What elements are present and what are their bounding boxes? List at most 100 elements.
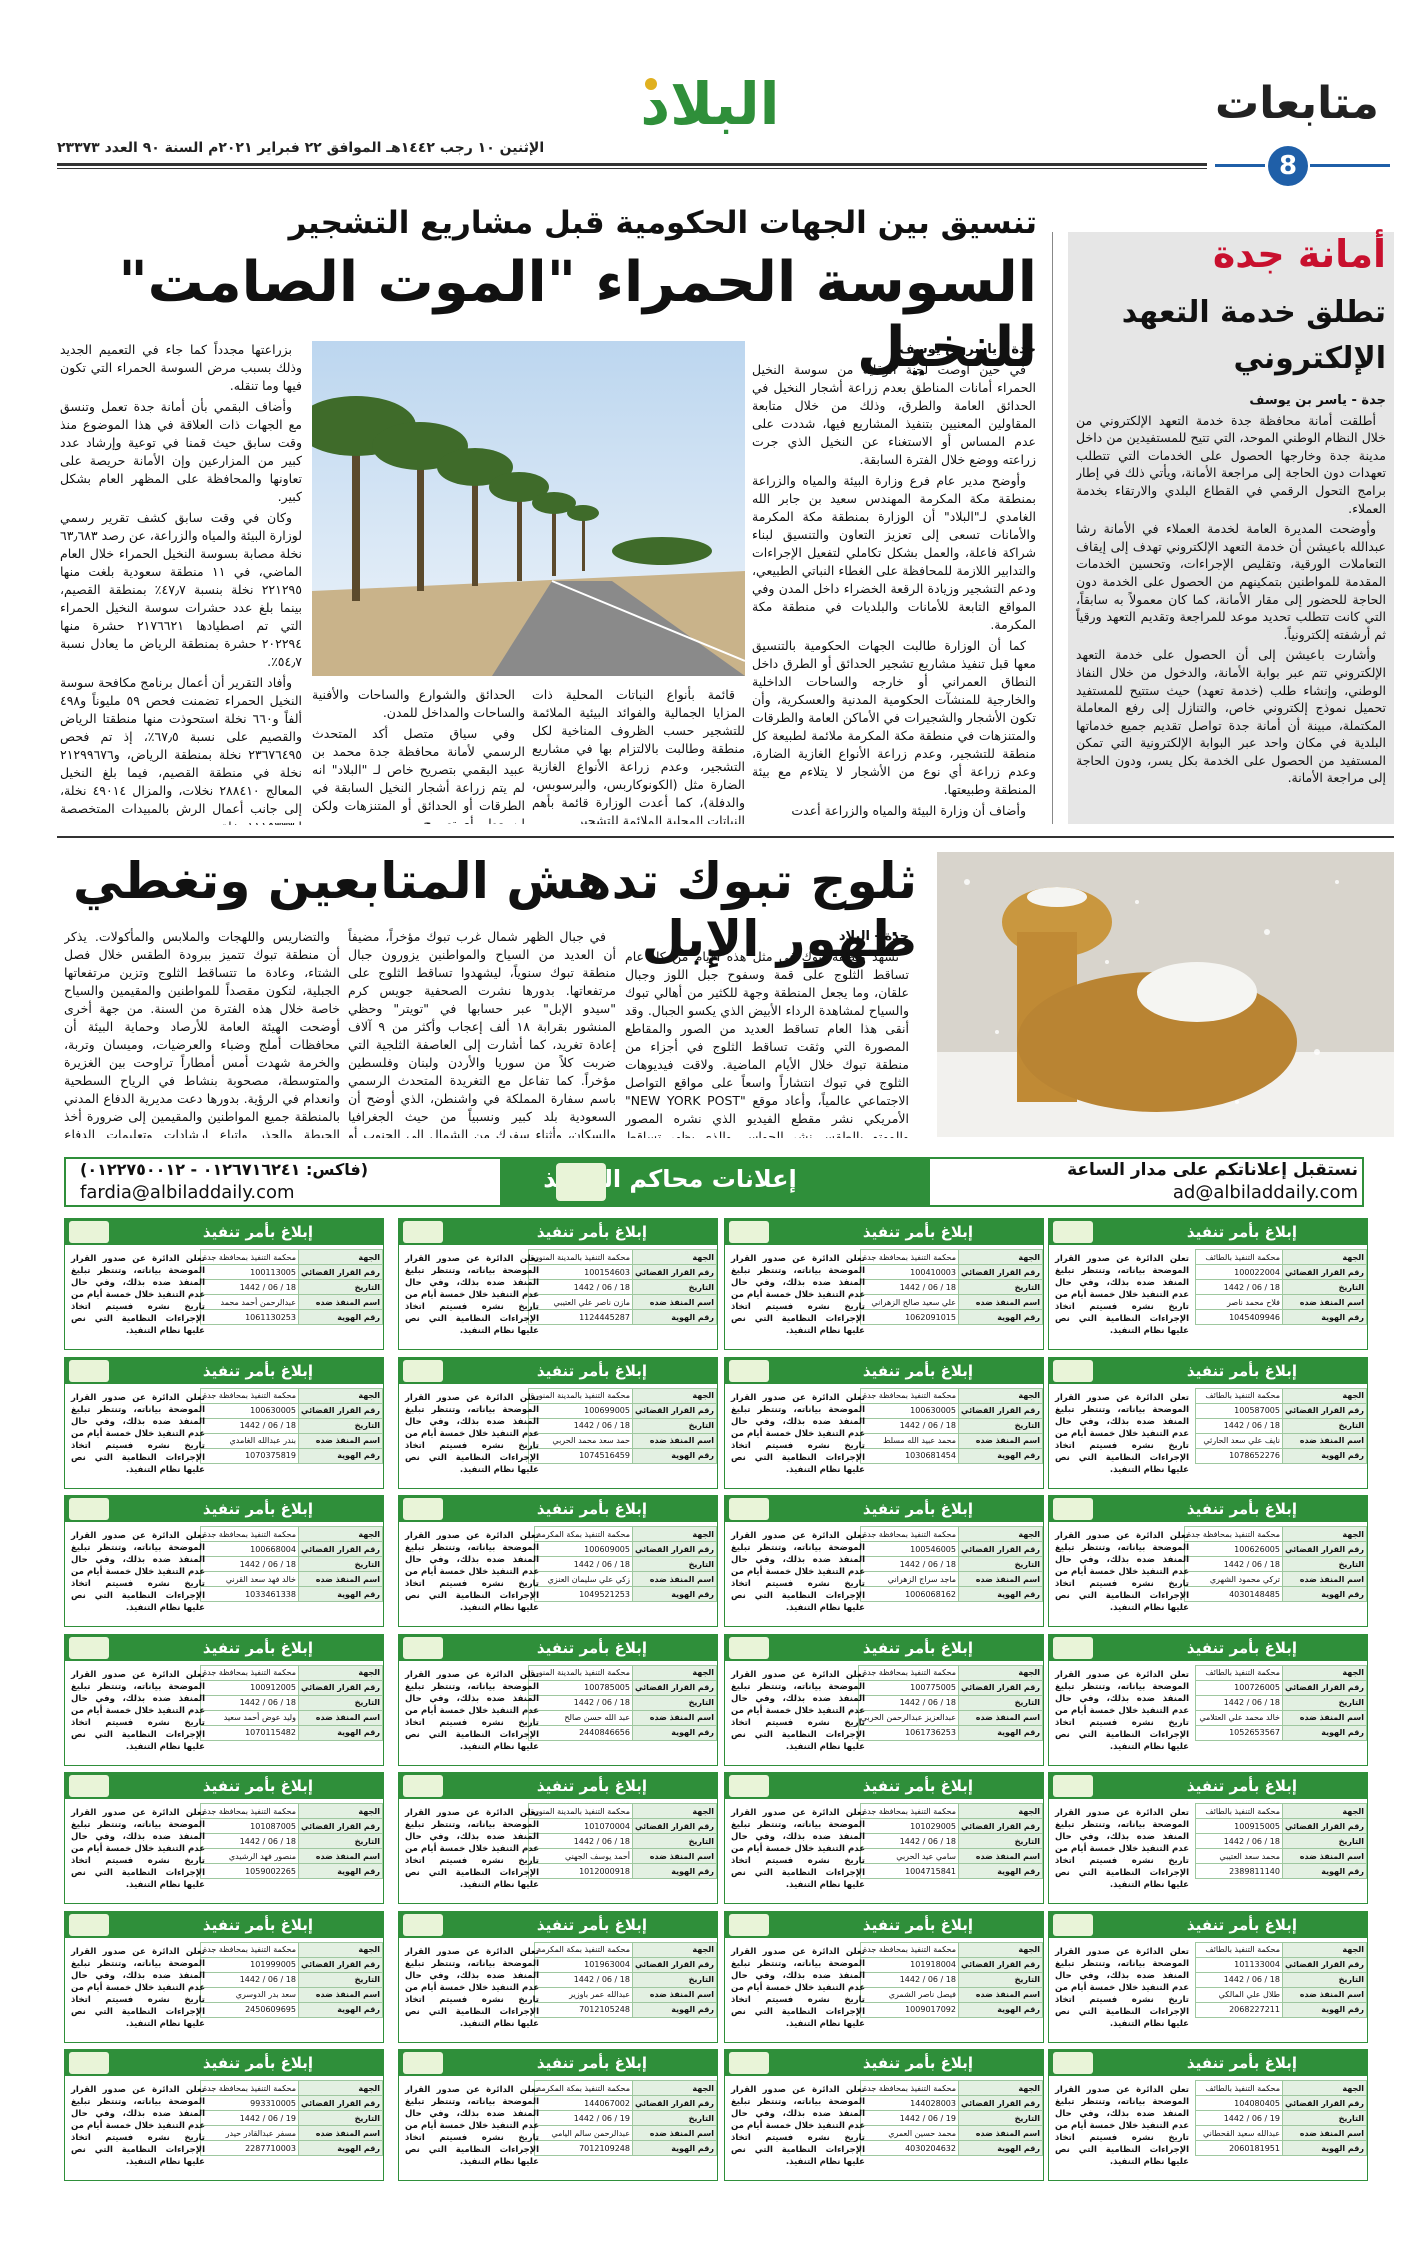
notice-value: 100022004 — [1195, 1264, 1283, 1280]
notice-card: إبلاغ بأمر تنفيذ الجهة محكمة التنفيذ بمحاف… — [724, 1356, 1044, 1489]
notice-row: التاريخ 18 / 06 / 1442 — [859, 1417, 1043, 1434]
notice-label: اسم المنفذ ضده — [957, 1571, 1043, 1587]
notice-label: رقم الهوية — [297, 1586, 383, 1602]
notice-card: إبلاغ بأمر تنفيذ الجهة محكمة التنفيذ بالطا… — [1048, 1356, 1368, 1489]
notice-row: الجهة محكمة التنفيذ بمحافظة جدة — [199, 1249, 383, 1265]
notice-value: تركي محمود الشهري — [1183, 1571, 1283, 1587]
notice-value: عبد الله حسن صالح — [527, 1709, 633, 1726]
notice-label: اسم المنفذ ضده — [1281, 1571, 1367, 1587]
notice-table: الجهة محكمة التنفيذ بمحافظة جدة رقم القرار… — [199, 2080, 383, 2156]
paragraph: وأضاف البقمي بأن أمانة جدة تعمل وتنسق مع… — [60, 399, 302, 504]
notice-row: رقم الهوية 1009017092 — [859, 2001, 1043, 2018]
notice-value: 19 / 06 / 1442 — [199, 2110, 299, 2126]
notice-label: رقم الهوية — [631, 1447, 717, 1464]
notice-label: رقم الهوية — [1281, 1724, 1367, 1741]
notice-row: رقم القرار القضائي 101963004 — [534, 1956, 717, 1973]
article-column: قائمة بأنواع النباتات المحلية ذات المزاي… — [532, 686, 745, 824]
logo-dot — [645, 78, 657, 90]
notice-header: إبلاغ بأمر تنفيذ — [1049, 1911, 1367, 1938]
notice-body: تعلن الدائرة عن صدور القرار الموضحة بيان… — [71, 1531, 205, 1613]
notice-label: التاريخ — [957, 1833, 1043, 1849]
notice-table: الجهة محكمة التنفيذ بمحافظة جدة رقم القرار… — [859, 1249, 1043, 1325]
notice-header: إبلاغ بأمر تنفيذ — [725, 1219, 1043, 1245]
notice-label: اسم المنفذ ضده — [957, 1709, 1043, 1726]
notice-row: اسم المنفذ ضده سامي عيد الحربي — [859, 1848, 1043, 1864]
notice-value: محكمة التنفيذ بمحافظة جدة — [859, 1387, 959, 1404]
rule — [1215, 164, 1265, 167]
byline: جدة - البلاد — [838, 929, 909, 944]
notice-body: تعلن الدائرة عن صدور القرار الموضحة بيان… — [405, 1254, 539, 1336]
notice-row: الجهة محكمة التنفيذ بالمدينة المنورة — [527, 1387, 717, 1404]
notice-label: رقم الهوية — [1281, 1447, 1367, 1464]
notice-label: الجهة — [297, 1664, 383, 1681]
notice-row: رقم القرار القضائي 144028003 — [859, 2095, 1043, 2111]
notice-header: إبلاغ بأمر تنفيذ — [1049, 2050, 1367, 2076]
notice-label: الجهة — [631, 1664, 717, 1681]
header-rule — [57, 163, 1207, 166]
byline: جدة - ياسر بن يوسف — [899, 342, 1036, 357]
notice-row: رقم الهوية 2450609695 — [199, 2001, 383, 2018]
notice-label: الجهة — [297, 1387, 383, 1404]
article-subtitle: تنسيق بين الجهات الحكومية قبل مشاريع الت… — [288, 205, 1037, 241]
notice-row: التاريخ 18 / 06 / 1442 — [1183, 1556, 1367, 1572]
paragraph: وأضاف أن وزارة البيئة والمياه والزراعة أ… — [791, 803, 1026, 818]
notice-label: الجهة — [957, 1249, 1043, 1265]
notice-row: اسم المنفذ ضده تركي محمود الشهري — [1183, 1571, 1367, 1587]
notice-row: التاريخ 18 / 06 / 1442 — [534, 1971, 717, 1988]
notice-value: بندر عبدالله الغامدي — [199, 1432, 299, 1449]
notice-label: التاريخ — [957, 1279, 1043, 1295]
paragraph: كما أن الوزارة طالبت الجهات الحكومية بال… — [752, 638, 1036, 797]
notice-row: اسم المنفذ ضده خالد فهد سعد القرني — [199, 1571, 383, 1587]
notice-value: 1062091015 — [859, 1309, 959, 1325]
notice-value: 101963004 — [534, 1956, 633, 1973]
notice-label: اسم المنفذ ضده — [297, 1294, 383, 1310]
notice-label: رقم القرار القضائي — [631, 1402, 717, 1419]
notice-label: رقم الهوية — [631, 1586, 717, 1602]
page-number: 8 — [1268, 146, 1308, 186]
notice-header: إبلاغ بأمر تنفيذ — [725, 1357, 1043, 1384]
notice-card: إبلاغ بأمر تنفيذ الجهة محكمة التنفيذ بمكة … — [398, 2049, 718, 2181]
notice-header: إبلاغ بأمر تنفيذ — [65, 1911, 383, 1938]
notice-value: محكمة التنفيذ بمحافظة جدة — [199, 1803, 299, 1819]
notice-value: 18 / 06 / 1442 — [1195, 1694, 1283, 1711]
notice-card: إبلاغ بأمر تنفيذ الجهة محكمة التنفيذ بالطا… — [1048, 1218, 1368, 1350]
notice-label: اسم المنفذ ضده — [1281, 1432, 1367, 1449]
notice-label: رقم الهوية — [957, 1724, 1043, 1741]
notice-table: الجهة محكمة التنفيذ بالطائف رقم القرار الق… — [1195, 1664, 1367, 1741]
notice-row: التاريخ 18 / 06 / 1442 — [527, 1833, 717, 1849]
notice-row: التاريخ 18 / 06 / 1442 — [857, 1694, 1043, 1711]
emblem — [69, 1498, 109, 1520]
notice-label: رقم الهوية — [1281, 1309, 1367, 1325]
notice-body: تعلن الدائرة عن صدور القرار الموضحة بيان… — [405, 1392, 539, 1475]
notice-value: خالد محمد علي العتلامي — [1195, 1709, 1283, 1726]
notice-row: الجهة محكمة التنفيذ بالطائف — [1195, 1941, 1367, 1958]
notice-label: رقم الهوية — [297, 1309, 383, 1325]
notice-value: 101133004 — [1195, 1956, 1283, 1973]
notice-row: رقم القرار القضائي 100668004 — [199, 1541, 383, 1557]
notice-row: رقم القرار القضائي 100912005 — [199, 1679, 383, 1696]
notice-label: الجهة — [957, 1526, 1043, 1542]
notice-card: إبلاغ بأمر تنفيذ الجهة محكمة التنفيذ بالطا… — [1048, 2049, 1368, 2181]
notice-row: اسم المنفذ ضده مازن ناصر علي العتيبي — [527, 1294, 717, 1310]
notice-value: 1006068162 — [859, 1586, 959, 1602]
notice-label: التاريخ — [297, 1971, 383, 1988]
notice-value: 18 / 06 / 1442 — [199, 1971, 299, 1988]
notice-label: التاريخ — [957, 1417, 1043, 1434]
notice-label: اسم المنفذ ضده — [957, 2125, 1043, 2141]
notice-body: تعلن الدائرة عن صدور القرار الموضحة بيان… — [1055, 2085, 1189, 2167]
notice-value: 100113005 — [199, 1264, 299, 1280]
notice-label: التاريخ — [957, 2110, 1043, 2126]
notice-row: رقم القرار القضائي 101133004 — [1195, 1956, 1367, 1973]
notice-body: تعلن الدائرة عن صدور القرار الموضحة بيان… — [731, 1392, 865, 1475]
notice-row: رقم الهوية 2060181951 — [1195, 2140, 1367, 2156]
notice-row: رقم الهوية 7012109248 — [534, 2140, 717, 2156]
notice-label: رقم القرار القضائي — [297, 1956, 383, 1973]
notice-label: الجهة — [631, 1526, 717, 1542]
notice-label: اسم المنفذ ضده — [1281, 2125, 1367, 2141]
notice-header: إبلاغ بأمر تنفيذ — [1049, 1773, 1367, 1799]
notice-label: التاريخ — [631, 1971, 717, 1988]
notice-label: رقم الهوية — [957, 2001, 1043, 2018]
notice-value: 1009017092 — [859, 2001, 959, 2018]
notice-label: اسم المنفذ ضده — [631, 1709, 717, 1726]
notice-label: اسم المنفذ ضده — [631, 1986, 717, 2003]
